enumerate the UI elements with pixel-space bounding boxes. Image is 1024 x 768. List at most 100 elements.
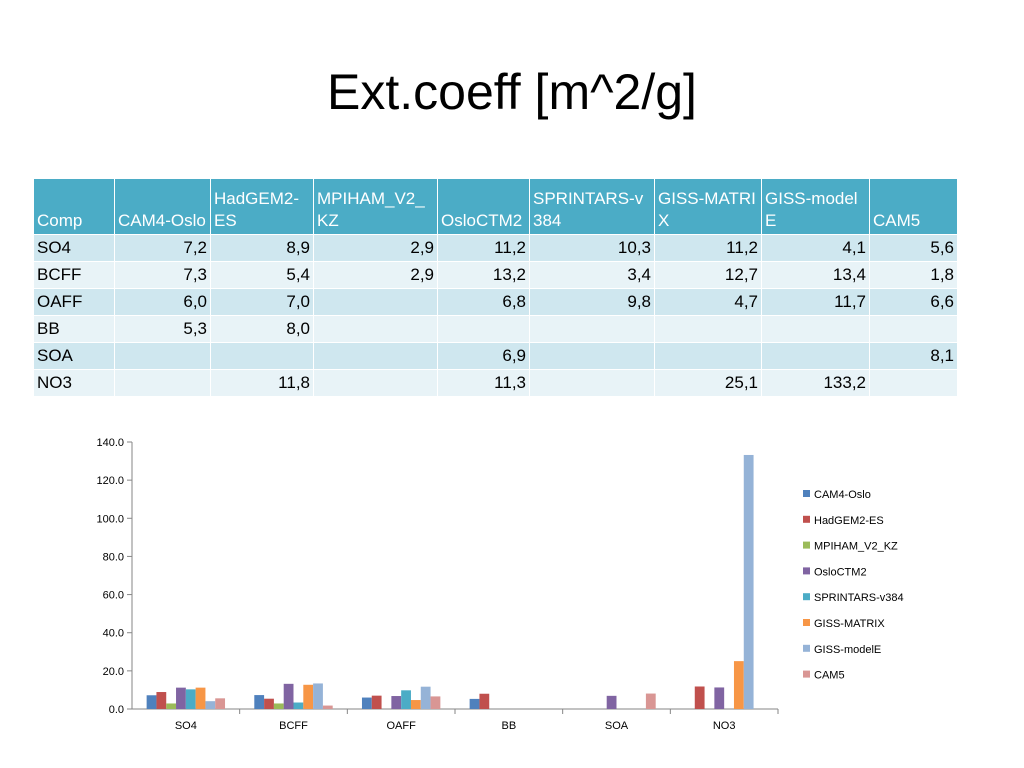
table-cell (313, 369, 438, 397)
table-cell: 4,7 (654, 288, 762, 316)
table-cell: 2,9 (313, 234, 438, 262)
table-cell: 25,1 (654, 369, 762, 397)
bar (273, 703, 284, 709)
bar (391, 696, 402, 709)
table-cell (114, 342, 211, 370)
legend-label: OsloCTM2 (814, 566, 867, 578)
bar (606, 695, 617, 709)
bar (645, 693, 656, 709)
table-cell (114, 369, 211, 397)
table-cell (437, 315, 530, 343)
table-cell: 13,2 (437, 261, 530, 289)
table-row: NO3 11,8 11,3 25,1 133,2 (33, 369, 958, 397)
header-cell: SPRINTARS-v384 (529, 178, 655, 235)
slide-title: Ext.coeff [m^2/g] (327, 64, 697, 120)
table-cell: 11,2 (654, 234, 762, 262)
bar (694, 686, 705, 709)
table-cell (869, 315, 958, 343)
x-tick-label: OAFF (386, 720, 416, 732)
table-row: SOA 6,9 8,1 (33, 342, 958, 370)
legend-swatch (803, 670, 810, 678)
header-cell: GISS-modelE (761, 178, 870, 235)
table-row: SO4 7,2 8,9 2,9 11,2 10,3 11,2 4,1 5,6 (33, 234, 958, 262)
bar (322, 705, 333, 709)
table-cell: 12,7 (654, 261, 762, 289)
bar (146, 695, 157, 709)
bar (254, 695, 265, 709)
legend-label: GISS-MATRIX (814, 618, 885, 630)
table-row: OAFF 6,0 7,0 6,8 9,8 4,7 11,7 6,6 (33, 288, 958, 316)
bar (313, 683, 323, 709)
legend-swatch (803, 644, 810, 652)
legend-swatch (803, 515, 810, 523)
header-cell: GISS-MATRIX (654, 178, 762, 235)
table-cell: 7,0 (210, 288, 314, 316)
table-cell (529, 315, 655, 343)
data-table: Comp CAM4-Oslo HadGEM2-ES MPIHAM_V2_KZ O… (33, 178, 958, 397)
bar (215, 698, 226, 709)
table-cell: 10,3 (529, 234, 655, 262)
header-cell: MPIHAM_V2_KZ (313, 178, 438, 235)
y-tick-label: 0.0 (109, 704, 124, 716)
bar (166, 703, 177, 709)
table-cell: 5,6 (869, 234, 958, 262)
y-tick-label: 80.0 (103, 551, 124, 563)
table-cell: 6,0 (114, 288, 211, 316)
legend-swatch (803, 541, 810, 549)
table-cell (869, 369, 958, 397)
header-cell: HadGEM2-ES (210, 178, 314, 235)
table-cell: 3,4 (529, 261, 655, 289)
x-tick-label: BCFF (279, 720, 308, 732)
header-cell: Comp (33, 178, 115, 235)
row-header-cell: SOA (33, 342, 115, 370)
bar (714, 687, 725, 709)
bar (430, 696, 441, 709)
table-cell: 9,8 (529, 288, 655, 316)
legend-swatch (803, 593, 810, 601)
table-cell (529, 369, 655, 397)
bar (371, 695, 382, 709)
header-cell: CAM5 (869, 178, 958, 235)
table-cell: 8,0 (210, 315, 314, 343)
table-cell: 6,8 (437, 288, 530, 316)
bar (293, 702, 304, 709)
y-tick-label: 20.0 (103, 666, 124, 678)
table-cell: 8,9 (210, 234, 314, 262)
table-cell: 6,9 (437, 342, 530, 370)
x-tick-label: SO4 (175, 720, 197, 732)
legend-label: CAM4-Oslo (814, 489, 871, 501)
table-cell: 11,2 (437, 234, 530, 262)
legend-label: CAM5 (814, 670, 845, 682)
table-cell: 11,7 (761, 288, 870, 316)
table-cell: 11,8 (210, 369, 314, 397)
bar (205, 701, 216, 709)
bar (176, 687, 186, 709)
bar (303, 684, 314, 709)
bar (401, 690, 411, 709)
table-cell: 133,2 (761, 369, 870, 397)
table-cell: 4,1 (761, 234, 870, 262)
row-header-cell: BB (33, 315, 115, 343)
bar (420, 686, 431, 709)
table-cell (210, 342, 314, 370)
table-cell: 11,3 (437, 369, 530, 397)
table-cell (313, 288, 438, 316)
x-tick-label: NO3 (713, 720, 736, 732)
table-cell (654, 342, 762, 370)
bar (733, 661, 744, 709)
legend-swatch (803, 567, 810, 575)
legend-label: GISS-modelE (814, 644, 881, 656)
table-cell (761, 342, 870, 370)
x-tick-label: BB (501, 720, 516, 732)
table-cell (313, 315, 438, 343)
bar (479, 693, 490, 709)
table-cell: 13,4 (761, 261, 870, 289)
y-tick-label: 120.0 (96, 475, 124, 487)
x-tick-label: SOA (605, 720, 629, 732)
bar (361, 697, 372, 709)
table-cell: 5,4 (210, 261, 314, 289)
bar (195, 687, 206, 709)
header-cell: OsloCTM2 (437, 178, 530, 235)
bar (743, 454, 754, 709)
table-cell: 8,1 (869, 342, 958, 370)
